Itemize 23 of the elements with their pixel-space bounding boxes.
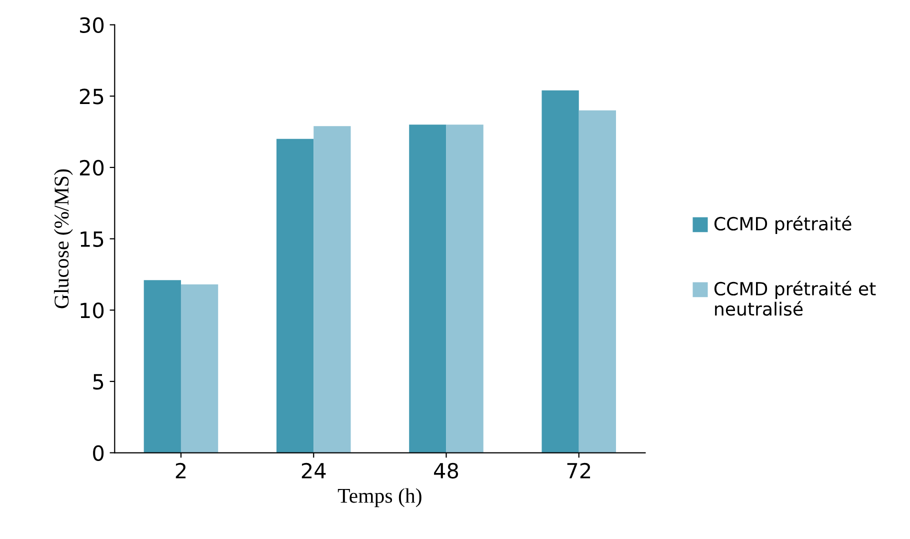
y-tick-label: 15 [80, 232, 104, 247]
y-tick-label: 25 [80, 88, 104, 104]
bar [276, 138, 314, 453]
y-tick-label: 5 [93, 374, 104, 390]
x-tick-label: 48 [434, 462, 458, 479]
x-tick-label: 24 [302, 462, 326, 478]
bar [180, 284, 218, 453]
bar [409, 124, 446, 453]
bar [578, 110, 616, 453]
legend-label: CCMD prétraité et neutralisé [714, 280, 876, 316]
y-axis-title: Glucose (%/MS) [54, 169, 73, 308]
legend-label: CCMD prétraité [714, 216, 852, 234]
bar [542, 90, 579, 453]
y-tick-label: 0 [93, 445, 104, 461]
x-tick-label: 2 [176, 462, 186, 478]
bar [446, 124, 484, 453]
y-tick-label: 10 [80, 302, 104, 318]
bar [314, 126, 351, 453]
y-tick-label: 20 [80, 160, 104, 176]
bar [144, 280, 181, 453]
x-tick-label: 72 [567, 462, 590, 478]
x-axis-title: Temps (h) [338, 488, 422, 508]
y-tick-label: 30 [80, 17, 104, 34]
